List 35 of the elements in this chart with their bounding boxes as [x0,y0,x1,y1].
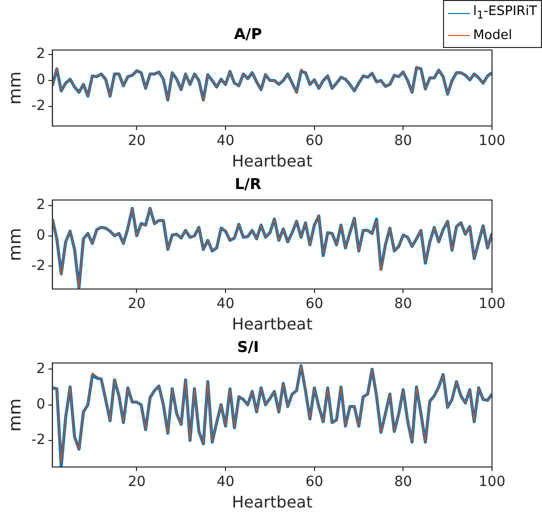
y-tick-label: 2 [36,46,46,62]
x-tick-label: 20 [128,474,146,490]
y-tick-label: 2 [36,360,46,377]
x-tick-label: 40 [216,474,234,490]
x-tick-label: 60 [305,296,324,312]
x-tick-label: 100 [478,296,506,312]
x-tick-label: 40 [216,133,234,150]
x-axis-title: Heartbeat [232,314,312,334]
x-tick-label: 20 [128,133,146,150]
x-tick-label: 100 [478,133,506,150]
legend-label: Model [473,28,512,42]
x-tick-label: 60 [305,474,324,490]
chart-title: A/P [234,24,262,43]
x-tick-label: 40 [216,296,234,312]
y-tick-label: -2 [31,258,46,274]
y-tick-label: 0 [36,227,46,244]
y-axis-title: mm [6,228,26,262]
x-tick-label: 80 [394,474,412,490]
y-tick-label: 0 [36,72,46,88]
y-axis-title: mm [6,398,26,432]
y-tick-label: -2 [31,98,46,114]
x-tick-label: 80 [394,296,412,312]
x-axis-title: Heartbeat [232,152,312,171]
x-axis-title: Heartbeat [232,492,312,512]
x-tick-label: 100 [478,474,506,490]
y-tick-label: -2 [31,432,46,448]
legend-label: l$_{1}$-ESPIRiT [473,4,537,22]
y-axis-title: mm [6,71,26,105]
y-tick-label: 0 [36,396,46,412]
x-tick-label: 80 [394,133,412,150]
chart-title: S/I [237,338,259,356]
y-tick-label: 2 [36,196,46,213]
chart-title: L/R [234,174,262,193]
x-tick-label: 60 [305,133,324,150]
x-tick-label: 20 [128,296,146,312]
